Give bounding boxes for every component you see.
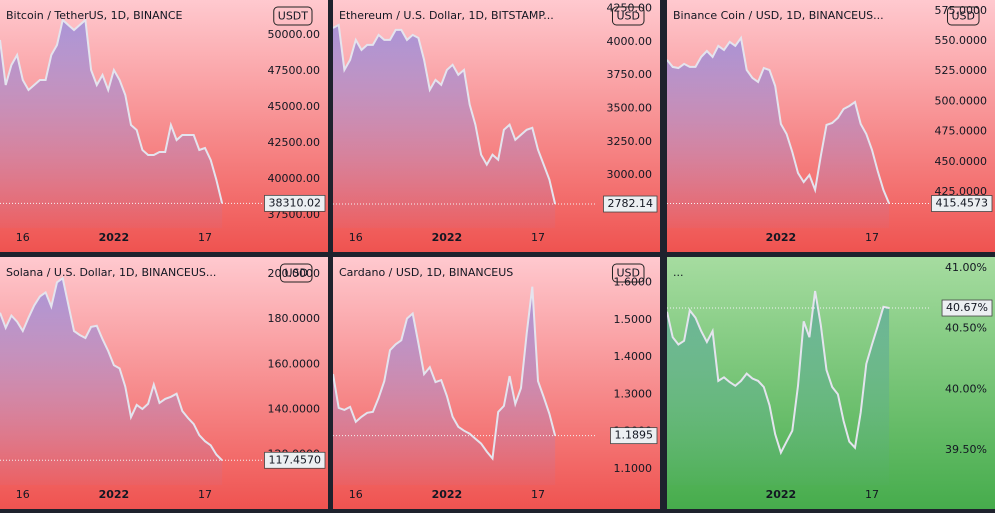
x-tick-label: 17 xyxy=(531,488,545,501)
last-value-label: 40.67% xyxy=(946,301,988,314)
y-tick-label: 3250.00 xyxy=(607,135,653,148)
last-value-badge xyxy=(264,194,326,212)
last-value-badge xyxy=(931,195,993,212)
y-tick-label: 50000.00 xyxy=(268,28,321,41)
y-tick-label: 3000.00 xyxy=(607,168,653,181)
x-tick-label: 2022 xyxy=(432,488,463,501)
x-tick-label: 2022 xyxy=(766,231,797,244)
last-value-label: 1.1895 xyxy=(615,429,654,442)
y-tick-label: 140.0000 xyxy=(268,402,321,415)
chart-title: Bitcoin / TetherUS, 1D, BINANCE xyxy=(6,9,183,22)
currency-badge xyxy=(279,263,313,283)
chart-title: ... xyxy=(673,266,684,279)
x-tick-label: 16 xyxy=(349,488,363,501)
chart-panel: 3000.00 3250.00 3500.00 3750.00 4000.00 4250.… xyxy=(333,0,660,252)
y-tick-label: 1.4000 xyxy=(614,350,653,363)
price-line xyxy=(333,23,557,205)
y-tick-label: 40.00% xyxy=(945,382,987,395)
y-tick-label: 1.5000 xyxy=(614,313,653,326)
y-tick-label: 450.0000 xyxy=(935,155,988,168)
currency-badge xyxy=(946,6,980,26)
y-tick-label: 475.0000 xyxy=(935,125,988,138)
last-value-badge xyxy=(264,451,326,469)
chart-title: Cardano / USD, 1D, BINANCEUS xyxy=(339,266,513,279)
price-line xyxy=(0,17,224,204)
chart-title: Ethereum / U.S. Dollar, 1D, BITSTAMP... xyxy=(339,9,554,22)
y-tick-label: 41.00% xyxy=(945,261,987,274)
x-tick-label: 16 xyxy=(16,231,30,244)
chart-title: Binance Coin / USD, 1D, BINANCEUS... xyxy=(673,9,884,22)
y-tick-label: 1.3000 xyxy=(614,387,653,400)
currency-label: USD xyxy=(616,267,640,280)
y-tick-label: 3500.00 xyxy=(607,101,653,114)
last-value-badge xyxy=(941,299,993,317)
chart-panel: 1.10001.20001.30001.40001.50001.60001620… xyxy=(333,257,660,509)
last-value-label: 38310.02 xyxy=(269,196,322,209)
area xyxy=(667,37,890,229)
y-tick-label: 4250.00 xyxy=(607,2,653,15)
currency-badge xyxy=(611,263,645,283)
price-line xyxy=(333,286,557,461)
currency-label: USDT xyxy=(278,10,309,23)
x-tick-label: 17 xyxy=(531,231,545,244)
y-tick-label: 425.0000 xyxy=(935,185,988,198)
y-tick-label: 1.1000 xyxy=(614,462,653,475)
y-tick-label: 3750.00 xyxy=(607,68,653,81)
x-tick-label: 17 xyxy=(198,488,212,501)
chart-title: Solana / U.S. Dollar, 1D, BINANCEUS... xyxy=(6,266,216,279)
x-tick-label: 2022 xyxy=(432,231,463,244)
y-tick-label: 40.50% xyxy=(945,322,987,335)
currency-badge xyxy=(611,6,645,26)
area xyxy=(333,286,556,485)
y-tick-label: 45000.00 xyxy=(268,100,321,113)
price-line xyxy=(667,290,890,456)
currency-label: USD xyxy=(616,10,640,23)
x-tick-label: 2022 xyxy=(766,488,797,501)
y-tick-label: 500.0000 xyxy=(935,94,988,107)
area xyxy=(667,291,890,485)
price-line xyxy=(0,276,223,462)
area xyxy=(0,278,223,485)
x-tick-label: 17 xyxy=(865,231,879,244)
last-value-label: 2782.14 xyxy=(608,197,654,210)
area xyxy=(333,24,556,229)
currency-label: USD xyxy=(951,10,975,23)
x-tick-label: 2022 xyxy=(99,231,130,244)
chart-panel: 37500.0040000.0042500.0045000.0047500.00… xyxy=(0,0,328,252)
chart-panel: 425.0000 450.0000 475.0000 500.0000 525.0000… xyxy=(667,0,995,252)
chart-panel: 39.50% 40.00% 40.50% 41.00% 2022 17 40.67%... xyxy=(667,257,995,509)
currency-badge xyxy=(273,6,313,26)
x-tick-label: 17 xyxy=(865,488,879,501)
last-value-label: 117.4570 xyxy=(269,453,322,466)
x-tick-label: 2022 xyxy=(99,488,130,501)
y-tick-label: 42500.00 xyxy=(268,136,321,149)
y-tick-label: 550.0000 xyxy=(935,34,988,47)
y-tick-label: 4000.00 xyxy=(607,35,653,48)
x-tick-label: 17 xyxy=(198,231,212,244)
y-tick-label: 525.0000 xyxy=(935,64,988,77)
last-value-badge xyxy=(610,427,658,445)
y-tick-label: 39.50% xyxy=(945,443,987,456)
price-line xyxy=(667,35,891,204)
last-value-badge xyxy=(603,195,658,213)
x-tick-label: 16 xyxy=(16,488,30,501)
currency-label: USD xyxy=(284,267,308,280)
y-tick-label: 47500.00 xyxy=(268,64,321,77)
area xyxy=(0,20,223,228)
y-tick-label: 40000.00 xyxy=(268,172,321,185)
x-tick-label: 16 xyxy=(349,231,363,244)
chart-panel: 120.0000140.0000160.0000180.0000200.0000… xyxy=(0,257,328,509)
last-value-label: 415.4573 xyxy=(936,197,989,210)
y-tick-label: 180.0000 xyxy=(268,312,321,325)
y-tick-label: 160.0000 xyxy=(268,357,321,370)
